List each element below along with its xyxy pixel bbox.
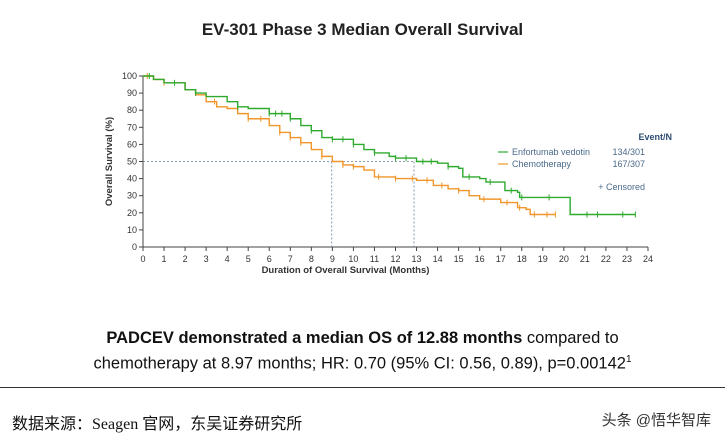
watermark: 头条 @悟华智库: [601, 412, 711, 429]
x-tick-label: 8: [309, 254, 314, 264]
y-tick-label: 60: [127, 139, 137, 149]
y-tick-label: 90: [127, 88, 137, 98]
y-tick-label: 70: [127, 122, 137, 132]
legend-event-n: 167/307: [612, 159, 645, 169]
y-axis-label: Overall Survival (%): [104, 117, 115, 206]
series-line: [143, 75, 636, 216]
y-tick-label: 50: [127, 157, 137, 167]
y-tick-label: 80: [127, 105, 137, 115]
x-tick-label: 15: [454, 254, 464, 264]
x-tick-label: 16: [475, 254, 485, 264]
y-tick-label: 40: [127, 174, 137, 184]
y-tick-label: 30: [127, 191, 137, 201]
x-tick-label: 6: [267, 254, 272, 264]
caption-bold: PADCEV demonstrated a median OS of 12.88…: [106, 329, 523, 347]
caption-line2: chemotherapy at 8.97 months; HR: 0.70 (9…: [93, 354, 626, 373]
divider: [0, 387, 725, 388]
x-tick-label: 1: [162, 254, 167, 264]
x-tick-label: 17: [496, 254, 506, 264]
y-tick-label: 20: [127, 208, 137, 218]
caption: PADCEV demonstrated a median OS of 12.88…: [0, 327, 725, 375]
chart-title: EV-301 Phase 3 Median Overall Survival: [201, 20, 524, 39]
legend-label: Enfortumab vedotin: [512, 147, 590, 157]
y-tick-label: 100: [122, 71, 137, 81]
x-tick-label: 18: [517, 254, 527, 264]
source-note: 数据来源：Seagen 官网，东吴证券研究所: [12, 416, 303, 433]
footnote-ref: 1: [625, 354, 632, 365]
x-tick-label: 11: [370, 254, 379, 264]
km-chart: 0 1 2 3 4 5 6 7 8 9 10 11 12 13 14 15 16 17 18 19 20 21 22 23 24…: [104, 71, 672, 276]
x-tick-label: 2: [183, 254, 188, 264]
x-tick-label: 4: [225, 254, 230, 264]
x-tick-label: 20: [559, 254, 569, 264]
x-tick-label: 12: [390, 254, 400, 264]
x-tick-label: 19: [538, 254, 548, 264]
x-tick-label: 14: [433, 254, 443, 264]
x-tick-label: 7: [288, 254, 293, 264]
caption-rest: compared to: [522, 329, 619, 347]
legend-event-n: 134/301: [612, 147, 645, 157]
x-tick-label: 22: [601, 254, 611, 264]
x-tick-label: 24: [643, 254, 653, 264]
x-tick-label: 9: [330, 254, 335, 264]
x-tick-label: 10: [348, 254, 358, 264]
x-tick-label: 23: [622, 254, 632, 264]
legend-header: Event/N: [638, 132, 672, 142]
x-tick-label: 13: [412, 254, 422, 264]
x-tick-label: 5: [246, 254, 251, 264]
legend-label: Chemotherapy: [512, 159, 572, 169]
y-tick-label: 10: [127, 225, 137, 235]
x-axis-label: Duration of Overall Survival (Months): [262, 265, 430, 276]
censored-legend: + Censored: [598, 182, 645, 192]
series-line: [143, 75, 556, 216]
x-tick-label: 3: [204, 254, 209, 264]
y-tick-label: 0: [132, 242, 137, 252]
x-tick-label: 21: [580, 254, 590, 264]
x-tick-label: 0: [140, 254, 145, 264]
